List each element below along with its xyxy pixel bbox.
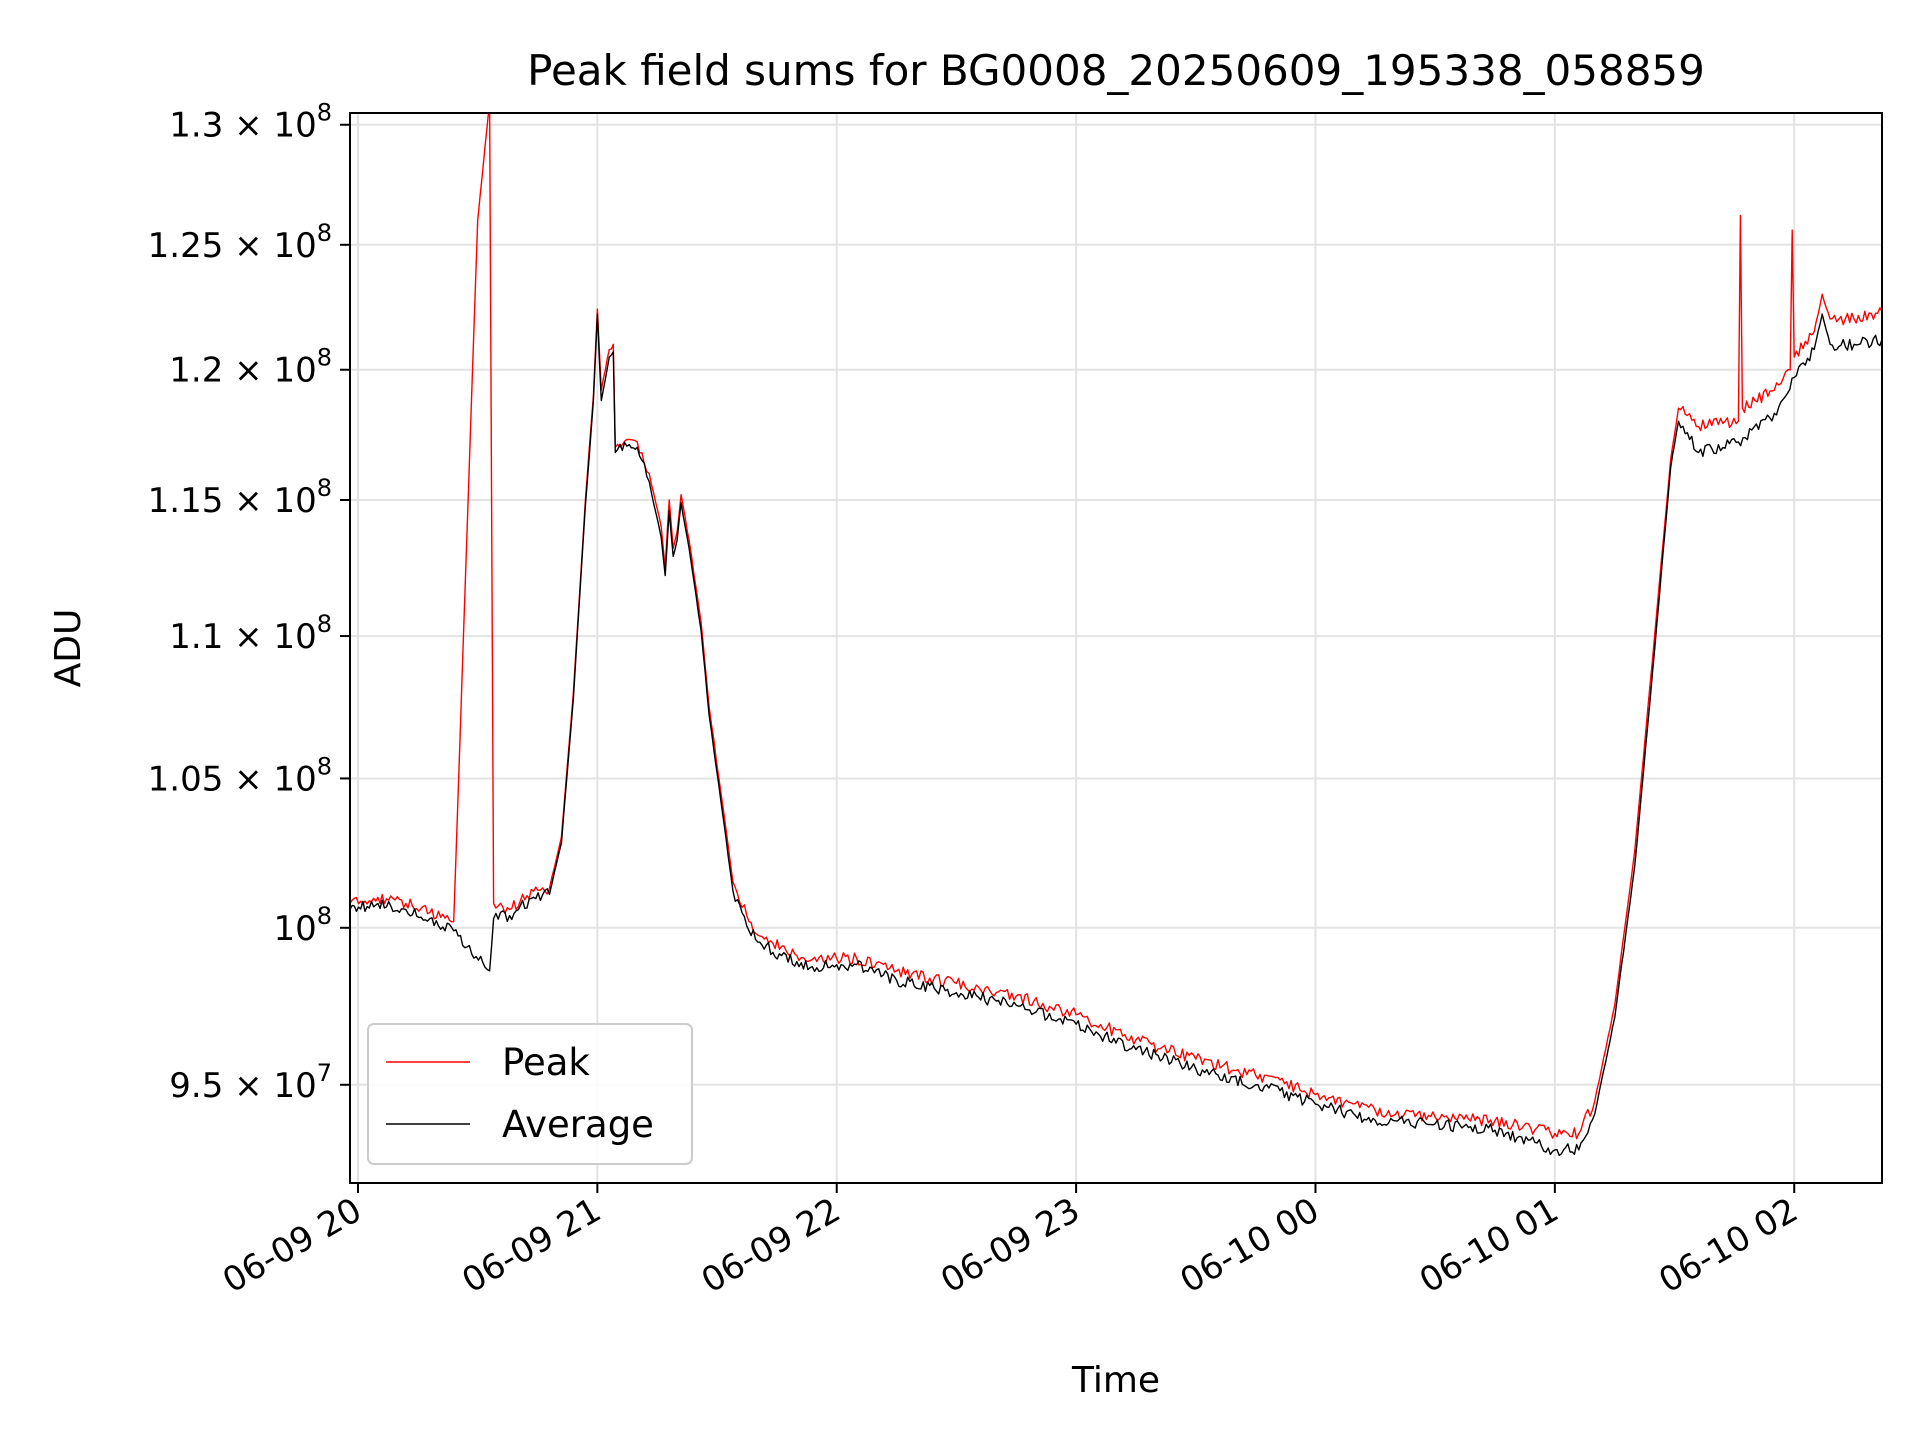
plot-frame [349,112,1883,1184]
series-line-average [350,313,1882,1157]
legend-box [367,1023,693,1165]
y-tick-label: 1.15 × 108 [148,474,332,521]
y-tick-exponent: 7 [317,1059,332,1087]
y-tick-label: 108 [273,902,332,949]
y-axis-label: ADU [48,609,89,688]
y-tick-mantissa: 1.15 × 10 [148,481,317,521]
y-tick-mantissa: 10 [273,909,316,949]
y-tick-mantissa: 9.5 × 10 [169,1066,316,1106]
series-line-peak [350,113,1882,1140]
y-tick-label: 1.1 × 108 [169,610,332,657]
y-tick-mantissa: 1.1 × 10 [169,617,316,657]
y-tick-exponent: 8 [317,474,332,502]
y-tick-exponent: 8 [317,752,332,780]
y-tick-label: 1.25 × 108 [148,219,332,266]
y-tick-mantissa: 1.25 × 10 [148,226,317,266]
y-tick-exponent: 8 [317,902,332,930]
legend-label-peak: Peak [502,1041,590,1084]
y-tick-exponent: 8 [317,99,332,127]
legend-label-average: Average [502,1103,654,1146]
series-group [350,113,1882,1157]
x-axis-label: Time [1071,1360,1160,1401]
y-tick-label: 1.3 × 108 [169,99,332,146]
y-tick-mantissa: 1.05 × 10 [148,759,317,799]
y-tick-label: 9.5 × 107 [169,1059,332,1106]
y-tick-exponent: 8 [317,344,332,372]
y-tick-mantissa: 1.3 × 10 [169,106,316,146]
y-tick-label: 1.2 × 108 [169,344,332,391]
y-tick-label: 1.05 × 108 [148,752,332,799]
y-tick-mantissa: 1.2 × 10 [169,351,316,391]
y-tick-exponent: 8 [317,610,332,638]
y-tick-exponent: 8 [317,219,332,247]
legend: Peak Average [367,1023,693,1165]
chart-title: Peak field sums for BG0008_20250609_1953… [527,46,1705,95]
